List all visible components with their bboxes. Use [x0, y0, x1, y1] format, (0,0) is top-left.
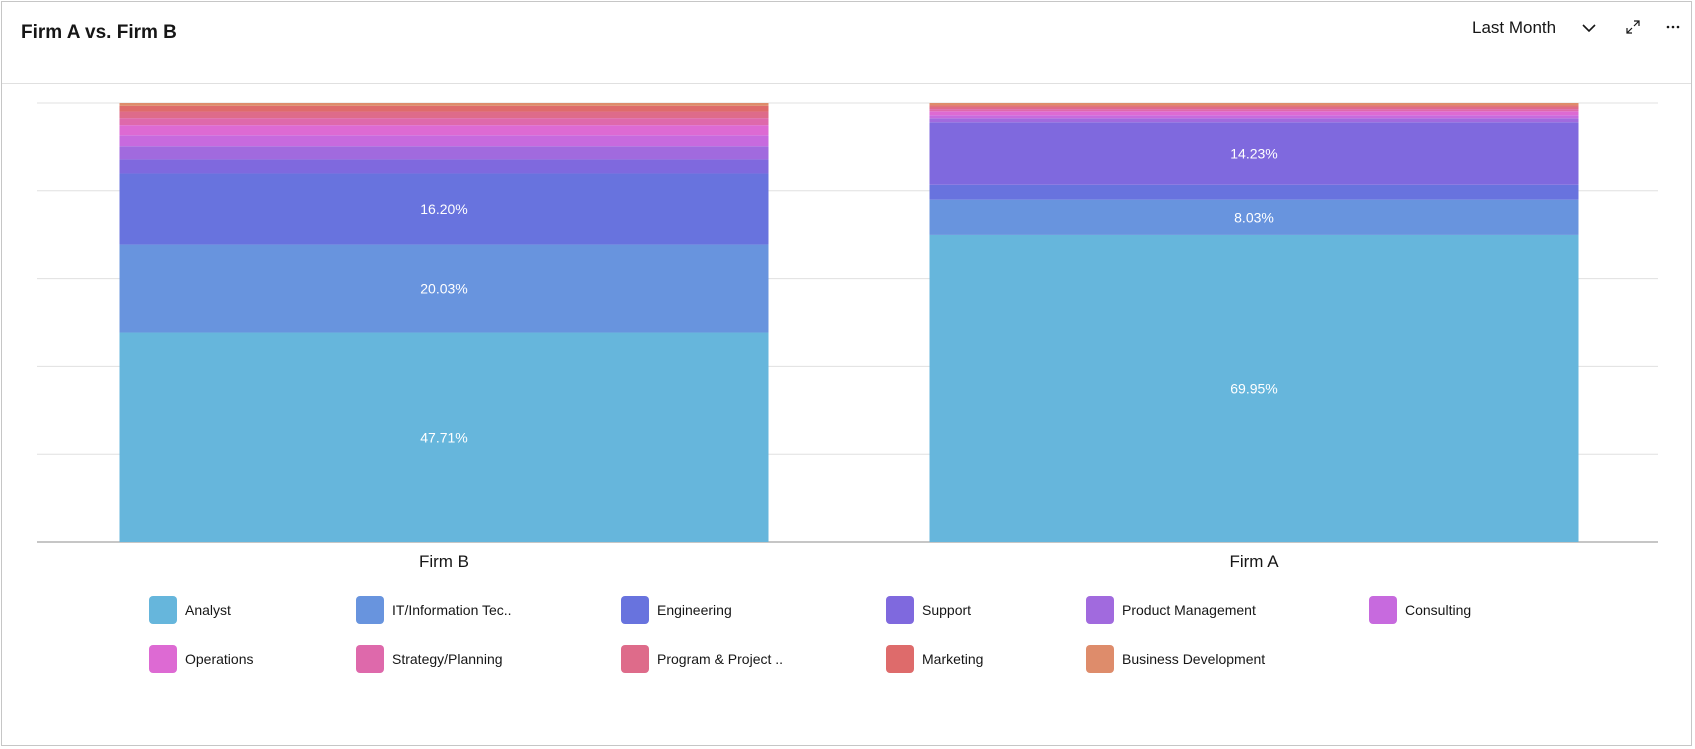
overflow-menu-icon[interactable]	[1662, 16, 1684, 38]
legend-item[interactable]: Business Development	[1086, 645, 1265, 673]
bar-segment[interactable]	[119, 111, 769, 119]
legend-item[interactable]: Engineering	[621, 596, 732, 624]
bar-segment[interactable]	[929, 106, 1579, 110]
legend-swatch	[356, 645, 384, 673]
legend-label: Operations	[185, 651, 254, 667]
bar-segment[interactable]	[929, 109, 1579, 112]
legend-swatch	[621, 645, 649, 673]
time-range-value: Last Month	[1472, 18, 1557, 37]
legend-swatch	[1369, 596, 1397, 624]
bar-segment[interactable]	[119, 105, 769, 112]
legend-label: Engineering	[657, 602, 732, 618]
legend-label: Business Development	[1122, 651, 1266, 667]
legend-label: Strategy/Planning	[392, 651, 503, 667]
bar-segment[interactable]	[119, 159, 769, 174]
bar-segment[interactable]	[119, 173, 769, 245]
legend-label: Marketing	[922, 651, 984, 667]
legend-item[interactable]: Consulting	[1369, 596, 1471, 624]
data-label: 69.95%	[1230, 380, 1277, 396]
legend-swatch	[149, 596, 177, 624]
stacked-bar-chart: 47.71% 20.03% 16.20% 69.95% 8.03% 14.23%	[37, 102, 1658, 543]
expand-icon[interactable]	[1622, 16, 1644, 38]
bar-segment[interactable]	[929, 234, 1579, 542]
bar-segment[interactable]	[929, 103, 1579, 106]
data-label: 14.23%	[1230, 146, 1277, 162]
x-tick-label: Firm A	[1229, 552, 1279, 571]
bar-segment[interactable]	[929, 199, 1579, 235]
legend-label: Consulting	[1405, 602, 1472, 618]
data-label: 8.03%	[1234, 209, 1274, 225]
chart-title: Firm A vs. Firm B	[21, 22, 177, 43]
chart-plot-area: 47.71% 20.03% 16.20% 69.95% 8.03% 14.23% Firm…	[2, 84, 1693, 584]
legend-item[interactable]: IT/Information Tec..	[356, 596, 512, 624]
card-header: Firm A vs. Firm B Last Month	[2, 2, 1691, 84]
chevron-down-icon[interactable]	[1580, 19, 1598, 37]
data-label: 47.71%	[420, 429, 467, 445]
legend-item[interactable]: Marketing	[886, 645, 983, 673]
legend-item[interactable]: Analyst	[149, 596, 231, 624]
legend-item[interactable]: Operations	[149, 645, 253, 673]
legend-swatch	[621, 596, 649, 624]
bar-segment[interactable]	[119, 103, 769, 106]
data-label: 16.20%	[420, 201, 467, 217]
legend-item[interactable]: Program & Project ..	[621, 645, 783, 673]
legend-swatch	[886, 596, 914, 624]
bar-segment[interactable]	[929, 105, 1579, 107]
bar-segment[interactable]	[119, 146, 769, 160]
legend-label: Analyst	[185, 602, 231, 618]
bar-segment[interactable]	[119, 125, 769, 136]
legend-swatch	[149, 645, 177, 673]
data-label: 20.03%	[420, 281, 467, 297]
legend-swatch	[1086, 596, 1114, 624]
legend-label: Program & Project ..	[657, 651, 784, 667]
legend-item[interactable]: Support	[886, 596, 971, 624]
legend-swatch	[1086, 645, 1114, 673]
legend-item[interactable]: Strategy/Planning	[356, 645, 503, 673]
bar-segment[interactable]	[119, 118, 769, 126]
legend-item[interactable]: Product Management	[1086, 596, 1256, 624]
legend-label: Support	[922, 602, 972, 618]
x-tick-label: Firm B	[418, 552, 470, 571]
bar-segment[interactable]	[929, 122, 1579, 185]
bar-segment[interactable]	[119, 332, 769, 542]
legend-label: IT/Information Tec..	[392, 602, 512, 618]
bar-segment[interactable]	[929, 111, 1579, 116]
legend-swatch	[356, 596, 384, 624]
bar-segment[interactable]	[929, 184, 1579, 200]
bar-segment[interactable]	[119, 135, 769, 147]
legend-swatch	[886, 645, 914, 673]
bar-segment[interactable]	[929, 115, 1579, 119]
chart-legend: Analyst IT/Information Tec.. Engineering Su…	[2, 587, 1693, 677]
time-range-dropdown[interactable]: Last Month	[1472, 16, 1598, 40]
bar-segment[interactable]	[119, 244, 769, 333]
bar-segment[interactable]	[929, 118, 1579, 123]
legend-label: Product Management	[1122, 602, 1256, 618]
